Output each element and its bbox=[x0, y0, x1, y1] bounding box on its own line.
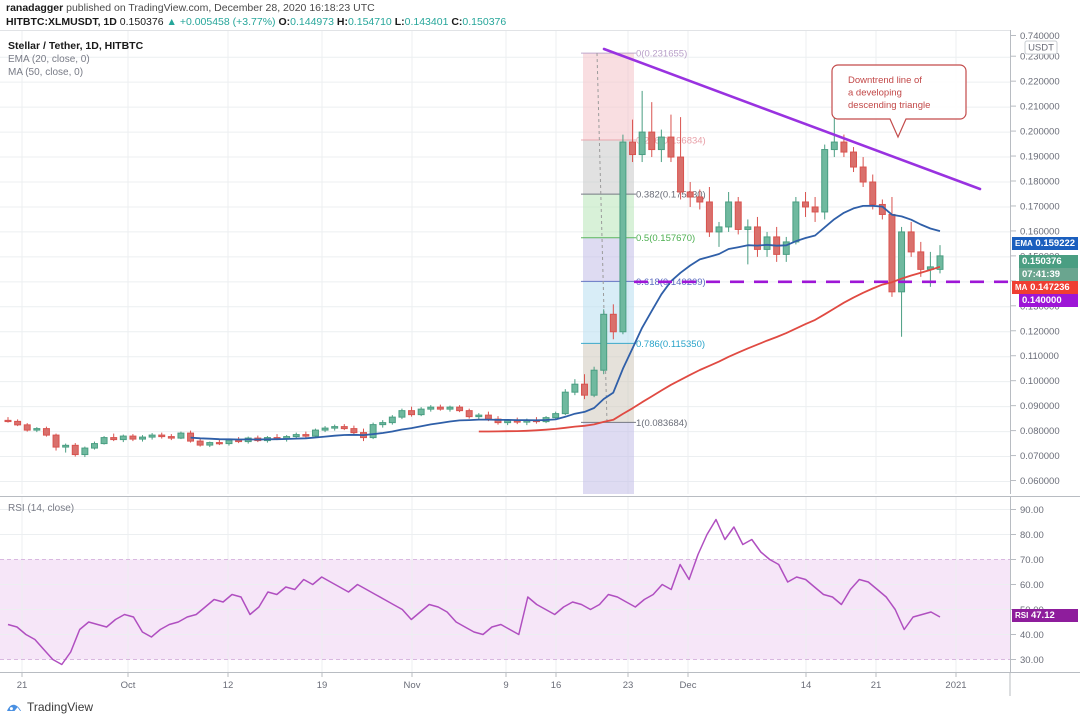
tradingview-logo-icon bbox=[6, 701, 22, 713]
low-label: L: bbox=[394, 16, 405, 28]
time-axis-tick: Dec bbox=[680, 680, 697, 691]
price-axis-tick: 0.080000 bbox=[1020, 426, 1060, 437]
publisher-name: ranadagger bbox=[6, 2, 64, 14]
rsi-value-tag[interactable]: RSI 47.12 bbox=[1012, 609, 1078, 623]
fib-level-label: 0.786(0.115350) bbox=[636, 339, 705, 350]
price-tag[interactable]: 0.150376 bbox=[1019, 255, 1078, 268]
chart-header: ranadagger published on TradingView.com,… bbox=[0, 0, 1080, 30]
annotation-line: descending triangle bbox=[848, 100, 930, 111]
ema-tag-value: 0.159222 bbox=[1035, 238, 1076, 249]
time-axis-tick: Oct bbox=[121, 680, 136, 691]
price-axis-tick: 0.200000 bbox=[1020, 127, 1060, 138]
price-axis-tick: 0.120000 bbox=[1020, 326, 1060, 337]
fib-level-label: 0(0.231655) bbox=[636, 49, 687, 60]
ma-tag-prefix: MA bbox=[1015, 283, 1028, 292]
time-axis-tick: 14 bbox=[801, 680, 812, 691]
price-axis-tick: 0.070000 bbox=[1020, 451, 1060, 462]
ema-tag[interactable]: EMA 0.159222 bbox=[1012, 237, 1078, 250]
downtrend-line[interactable] bbox=[602, 47, 982, 191]
currency-chip[interactable]: USDT bbox=[1024, 40, 1058, 55]
rsi-tag-prefix: RSI bbox=[1015, 611, 1029, 621]
annotation-line: Downtrend line of bbox=[848, 75, 922, 86]
time-axis-tick: Nov bbox=[404, 680, 421, 691]
time-axis[interactable]: 21 Oct 12 19 Nov 9 16 23 Dec 14 21 2021 bbox=[0, 672, 1080, 696]
time-axis-tick: 21 bbox=[17, 680, 28, 691]
published-on-text: published on TradingView.com, December 2… bbox=[66, 2, 375, 14]
ma-50-line bbox=[478, 265, 941, 433]
symbol-label[interactable]: HITBTC:XLMUSDT, 1D bbox=[6, 16, 117, 28]
fib-tag-value: 0.140000 bbox=[1022, 295, 1062, 306]
countdown-tag-value: 07:41:39 bbox=[1022, 269, 1061, 280]
time-axis-tick: 19 bbox=[317, 680, 328, 691]
price-axis-tick-top: 0.740000 bbox=[1020, 31, 1060, 42]
price-tag-value: 0.150376 bbox=[1022, 256, 1062, 267]
close-value: 0.150376 bbox=[462, 16, 507, 28]
rsi-axis-tick: 60.00 bbox=[1020, 580, 1044, 591]
price-axis-tick: 0.190000 bbox=[1020, 152, 1060, 163]
rsi-axis-tick: 90.00 bbox=[1020, 505, 1044, 516]
time-axis-tick: 23 bbox=[623, 680, 634, 691]
ma-tag[interactable]: MA 0.147236 bbox=[1012, 281, 1078, 294]
tradingview-logo[interactable]: TradingView bbox=[6, 700, 93, 714]
price-axis-tick: 0.180000 bbox=[1020, 177, 1060, 188]
ema-tag-prefix: EMA bbox=[1015, 239, 1033, 248]
time-axis-tick: 12 bbox=[223, 680, 234, 691]
annotation-line: a developing bbox=[848, 88, 902, 99]
time-axis-tick: 21 bbox=[871, 680, 882, 691]
time-axis-tick: 9 bbox=[503, 680, 508, 691]
price-axis-tick: 0.160000 bbox=[1020, 226, 1060, 237]
time-axis-tick: 16 bbox=[551, 680, 562, 691]
rsi-axis-tick: 80.00 bbox=[1020, 530, 1044, 541]
countdown-tag[interactable]: 07:41:39 bbox=[1019, 268, 1078, 281]
fib-level-label: 1(0.083684) bbox=[636, 418, 687, 429]
rsi-line bbox=[7, 518, 941, 666]
ma-tag-value: 0.147236 bbox=[1030, 282, 1070, 293]
price-axis-tick: 0.090000 bbox=[1020, 401, 1060, 412]
time-axis-tick: 2021 bbox=[945, 680, 966, 691]
annotation-callout[interactable]: Downtrend line of a developingdescending … bbox=[831, 64, 967, 139]
fib-level-label: 0.382(0.175130) bbox=[636, 190, 706, 201]
ema-20-line bbox=[190, 204, 941, 441]
last-price: 0.150376 bbox=[119, 16, 164, 28]
price-axis-tick: 0.060000 bbox=[1020, 476, 1060, 487]
price-axis-tick: 0.220000 bbox=[1020, 77, 1060, 88]
publisher-line: ranadagger published on TradingView.com,… bbox=[6, 2, 375, 14]
price-axis-tick: 0.230000 bbox=[1020, 52, 1060, 63]
price-axis-tick: 0.170000 bbox=[1020, 201, 1060, 212]
high-value: 0.154710 bbox=[347, 16, 392, 28]
low-value: 0.143401 bbox=[404, 16, 449, 28]
fib-tag[interactable]: 0.140000 bbox=[1019, 294, 1078, 307]
open-label: O: bbox=[278, 16, 291, 28]
price-pane[interactable]: 0(0.231655)0.236(0.196834)0.382(0.175130… bbox=[0, 30, 1010, 494]
rsi-pane[interactable] bbox=[0, 496, 1010, 672]
change-arrow-icon: ▲ bbox=[166, 16, 177, 28]
price-axis-tick: 0.210000 bbox=[1020, 102, 1060, 113]
open-value: 0.144973 bbox=[290, 16, 334, 28]
symbol-quote-line: HITBTC:XLMUSDT, 1D 0.150376 ▲ +0.005458 … bbox=[6, 16, 506, 28]
tradingview-logo-text: TradingView bbox=[27, 700, 94, 714]
price-axis-tick: 0.110000 bbox=[1020, 351, 1059, 362]
price-axis-tick: 0.100000 bbox=[1020, 376, 1060, 387]
fib-level-label: 0.5(0.157670) bbox=[636, 233, 695, 244]
candlestick-series bbox=[4, 90, 944, 458]
rsi-axis-tick: 70.00 bbox=[1020, 555, 1044, 566]
rsi-tag-value: 47.12 bbox=[1030, 610, 1055, 622]
rsi-axis-tick: 40.00 bbox=[1020, 630, 1044, 641]
close-label: C: bbox=[451, 16, 463, 28]
svg-text:USDT: USDT bbox=[1028, 43, 1054, 54]
high-label: H: bbox=[336, 16, 348, 28]
change-value: +0.005458 (+3.77%) bbox=[179, 16, 276, 28]
rsi-axis-tick: 30.00 bbox=[1020, 655, 1044, 666]
